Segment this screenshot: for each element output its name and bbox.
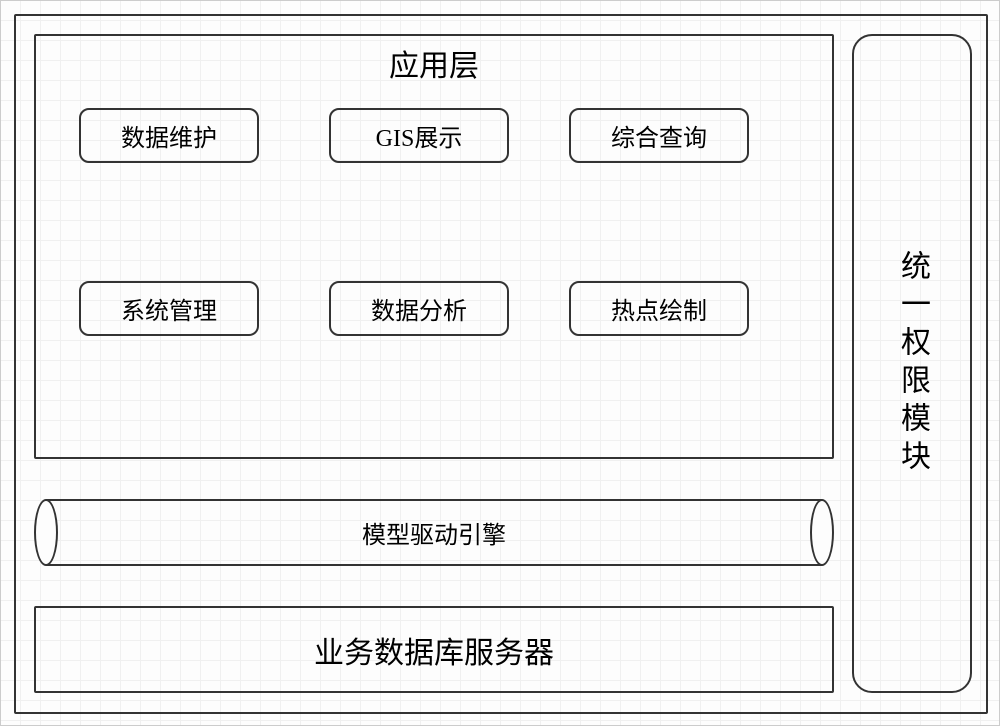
module-label-system-management: 系统管理 xyxy=(121,291,217,326)
model-engine-cylinder: 模型驱动引擎 xyxy=(34,499,834,566)
module-label-gis-display: GIS展示 xyxy=(376,118,463,153)
application-layer-title: 应用层 xyxy=(34,41,834,85)
cylinder-cap-right xyxy=(810,499,834,566)
auth-module-box: 统一权限模块 xyxy=(852,34,972,693)
cylinder-cap-left xyxy=(34,499,58,566)
db-server-box: 业务数据库服务器 xyxy=(34,606,834,693)
module-data-maintenance: 数据维护 xyxy=(79,108,259,163)
auth-module-label: 统一权限模块 xyxy=(890,250,934,478)
model-engine-label: 模型驱动引擎 xyxy=(46,499,822,566)
module-label-comprehensive-query: 综合查询 xyxy=(611,118,707,153)
module-label-data-analysis: 数据分析 xyxy=(371,291,467,326)
module-data-analysis: 数据分析 xyxy=(329,281,509,336)
module-gis-display: GIS展示 xyxy=(329,108,509,163)
application-layer-box xyxy=(34,34,834,459)
module-label-hotspot-drawing: 热点绘制 xyxy=(611,291,707,326)
module-system-management: 系统管理 xyxy=(79,281,259,336)
db-server-label: 业务数据库服务器 xyxy=(314,628,554,672)
module-hotspot-drawing: 热点绘制 xyxy=(569,281,749,336)
module-label-data-maintenance: 数据维护 xyxy=(121,118,217,153)
module-comprehensive-query: 综合查询 xyxy=(569,108,749,163)
